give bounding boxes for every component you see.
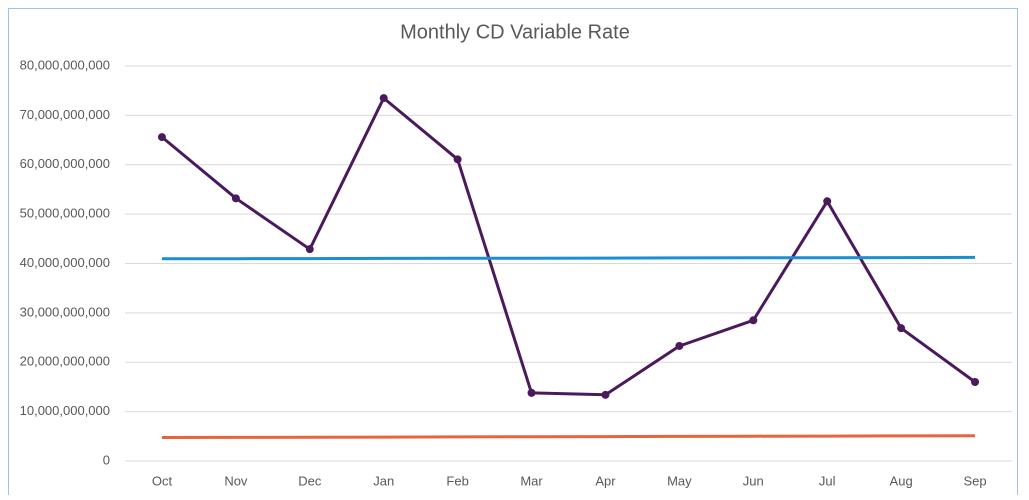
point [453,155,462,164]
series-line [161,96,976,397]
series-line [161,434,976,439]
y-tick-label: 30,000,000,000 [20,304,110,319]
y-tick-label: 50,000,000,000 [20,206,110,221]
x-tick-label: Jun [743,473,764,488]
x-tick-label: Sep [963,473,986,488]
point [527,388,536,397]
series-line [161,255,976,261]
y-tick-label: 10,000,000,000 [20,403,110,418]
x-tick-label: Apr [595,473,616,488]
point [305,245,314,254]
x-tick-label: Aug [890,473,913,488]
y-tick-label: 0 [103,452,110,467]
x-tick-label: Feb [446,473,468,488]
point [749,316,758,325]
point [897,324,906,333]
x-tick-label: May [667,473,692,488]
x-tick-label: Nov [224,473,248,488]
x-tick-label: Mar [520,473,543,488]
y-tick-label: 70,000,000,000 [20,107,110,122]
y-tick-label: 40,000,000,000 [20,255,110,270]
point [971,378,980,386]
y-tick-label: 60,000,000,000 [20,156,110,171]
point [601,390,610,399]
y-tick-label: 20,000,000,000 [20,354,110,369]
point [675,341,684,350]
x-tick-label: Oct [152,473,173,488]
chart-title: Monthly CD Variable Rate [400,21,630,43]
point [157,133,166,142]
x-tick-label: Dec [298,473,322,488]
x-tick-label: Jul [819,473,836,488]
point [231,194,240,203]
y-tick-label: 80,000,000,000 [20,57,110,72]
x-tick-label: Jan [373,473,394,488]
chart-border [8,8,1018,500]
point [823,197,832,206]
point [379,94,388,103]
